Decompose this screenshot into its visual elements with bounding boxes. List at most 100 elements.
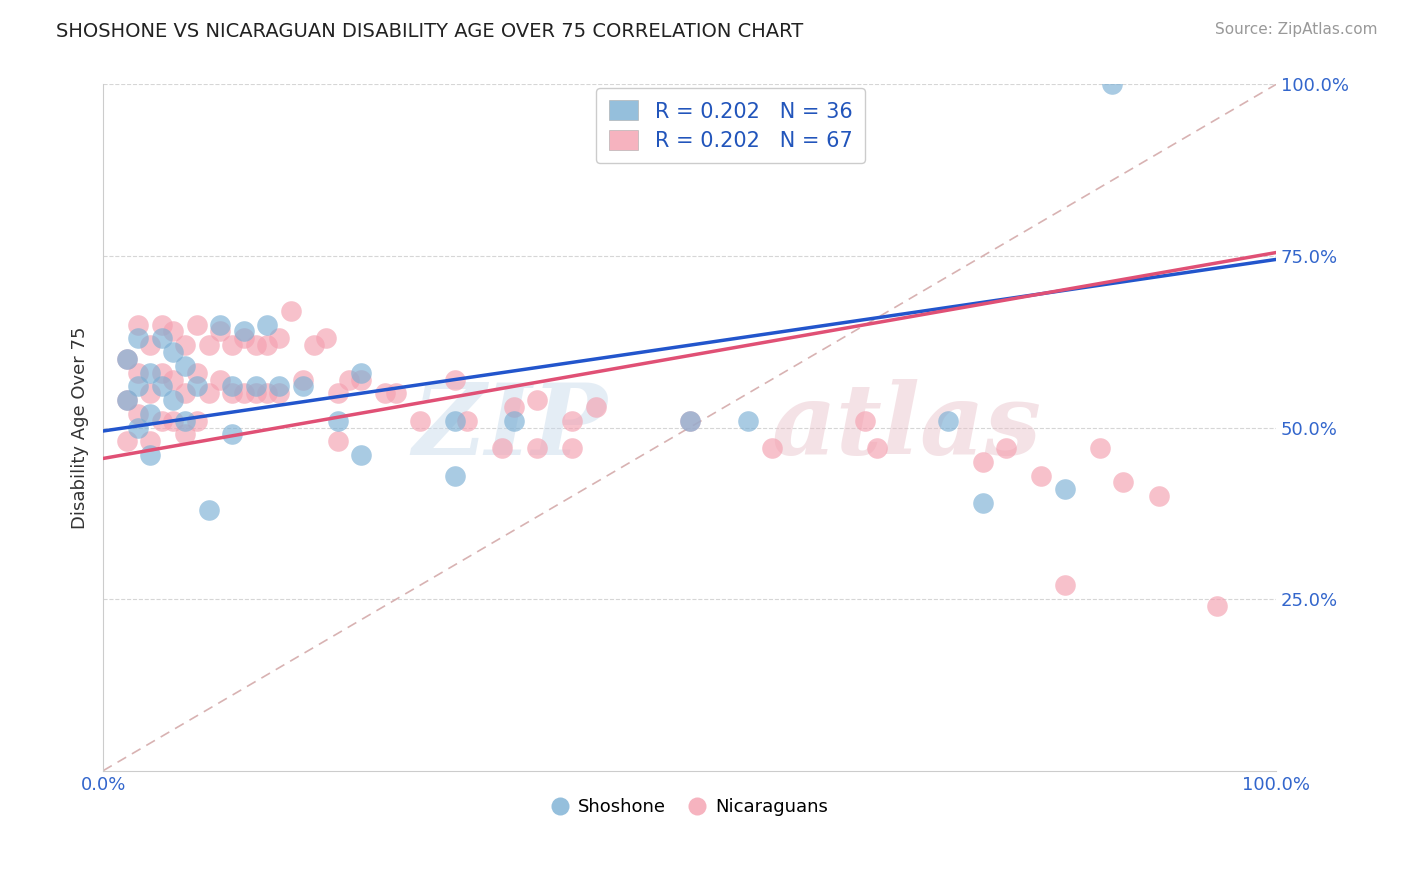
Point [444,372,467,386]
Point [315,331,337,345]
Point [150,331,173,345]
Point [1101,78,1123,92]
Point [267,331,290,345]
Point [256,318,278,332]
Point [302,338,325,352]
Point [502,414,524,428]
Point [1053,483,1076,497]
Point [561,414,583,428]
Point [995,441,1018,455]
Point [221,386,243,401]
Point [127,366,149,380]
Point [245,386,267,401]
Text: atlas: atlas [772,379,1042,475]
Point [456,414,478,428]
Point [127,379,149,393]
Point [855,414,877,428]
Point [1088,441,1111,455]
Point [267,379,290,393]
Point [350,366,373,380]
Point [150,318,173,332]
Point [186,318,208,332]
Point [326,434,349,449]
Point [221,338,243,352]
Point [737,414,759,428]
Point [139,434,162,449]
Point [221,427,243,442]
Point [221,379,243,393]
Point [1053,578,1076,592]
Point [115,351,138,366]
Point [162,345,184,359]
Point [280,304,302,318]
Point [350,448,373,462]
Text: ZIP: ZIP [412,379,607,475]
Point [174,359,197,373]
Point [267,386,290,401]
Point [139,448,162,462]
Point [232,386,254,401]
Point [209,325,232,339]
Point [866,441,889,455]
Point [186,379,208,393]
Point [150,366,173,380]
Point [409,414,432,428]
Point [127,407,149,421]
Point [444,414,467,428]
Point [678,414,700,428]
Text: SHOSHONE VS NICARAGUAN DISABILITY AGE OVER 75 CORRELATION CHART: SHOSHONE VS NICARAGUAN DISABILITY AGE OV… [56,22,803,41]
Point [150,379,173,393]
Point [1206,599,1229,613]
Point [139,386,162,401]
Legend: Shoshone, Nicaraguans: Shoshone, Nicaraguans [544,791,835,823]
Point [491,441,513,455]
Point [209,372,232,386]
Point [115,351,138,366]
Point [232,325,254,339]
Point [139,338,162,352]
Point [1112,475,1135,490]
Point [162,393,184,408]
Point [197,386,219,401]
Y-axis label: Disability Age Over 75: Disability Age Over 75 [72,326,89,529]
Point [585,400,607,414]
Point [526,393,548,408]
Point [174,414,197,428]
Point [162,414,184,428]
Point [127,318,149,332]
Point [502,400,524,414]
Point [245,338,267,352]
Point [162,325,184,339]
Point [350,372,373,386]
Point [186,366,208,380]
Point [761,441,783,455]
Point [561,441,583,455]
Point [186,414,208,428]
Point [526,441,548,455]
Point [1031,468,1053,483]
Point [232,331,254,345]
Point [197,503,219,517]
Point [444,468,467,483]
Point [256,386,278,401]
Point [139,366,162,380]
Point [245,379,267,393]
Point [174,386,197,401]
Point [115,393,138,408]
Point [339,372,361,386]
Point [374,386,396,401]
Point [174,338,197,352]
Point [291,379,314,393]
Point [326,386,349,401]
Point [115,434,138,449]
Point [127,420,149,434]
Point [678,414,700,428]
Point [162,372,184,386]
Point [972,496,994,510]
Point [291,372,314,386]
Point [174,427,197,442]
Point [326,414,349,428]
Point [115,393,138,408]
Point [385,386,408,401]
Point [127,331,149,345]
